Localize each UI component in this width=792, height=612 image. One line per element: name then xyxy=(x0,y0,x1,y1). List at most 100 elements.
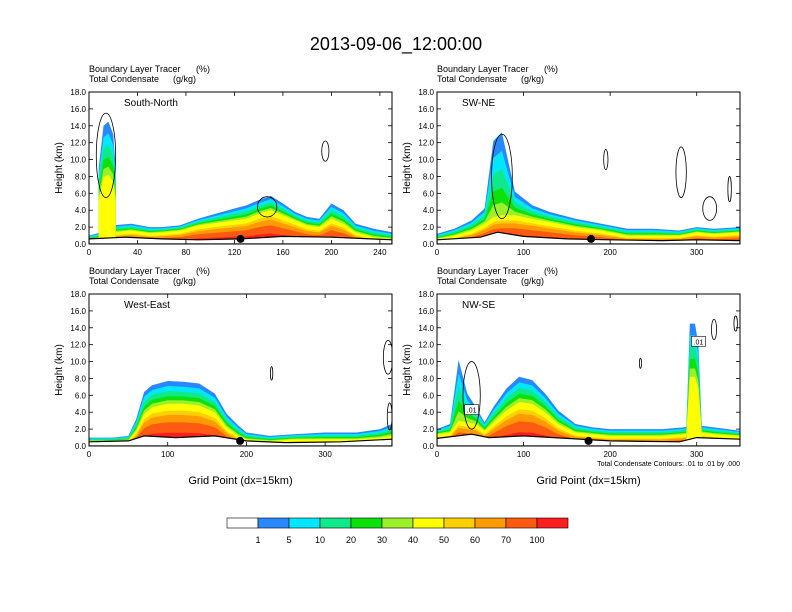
y-tick-label: 8.0 xyxy=(75,172,87,181)
y-tick-label: 10.0 xyxy=(70,156,86,165)
label-var1: Boundary Layer Tracer xyxy=(437,266,529,276)
y-tick-label: 16.0 xyxy=(418,105,434,114)
x-tick-label: 300 xyxy=(690,450,704,459)
y-tick-label: 18.0 xyxy=(70,290,86,299)
colorbar-swatch-10 xyxy=(536,517,569,529)
colorbar-label-2: 10 xyxy=(315,535,325,545)
label-unit2: (g/kg) xyxy=(173,276,196,286)
y-axis-label: Height (km) xyxy=(402,344,413,396)
tracer-band-0 xyxy=(89,195,392,244)
y-tick-label: 10.0 xyxy=(70,358,86,367)
y-tick-label: 4.0 xyxy=(75,408,87,417)
y-tick-label: 18.0 xyxy=(418,290,434,299)
condensate-contour-0 xyxy=(382,340,392,375)
location-marker xyxy=(584,436,593,445)
condensate-contour-0 xyxy=(462,361,481,430)
colorbar-label-3: 20 xyxy=(346,535,356,545)
label-unit2: (g/kg) xyxy=(173,74,196,84)
label-unit1: (%) xyxy=(544,266,558,276)
label-var1: Boundary Layer Tracer xyxy=(437,64,529,74)
label-unit2: (g/kg) xyxy=(521,74,544,84)
label-var2: Total Condensate xyxy=(89,74,159,84)
x-tick-label: 0 xyxy=(435,248,440,257)
label-var2: Total Condensate xyxy=(437,74,507,84)
section-title: NW-SE xyxy=(462,300,495,311)
contour-label-0: .01 xyxy=(694,339,704,346)
y-axis: 0.0 2.0 4.0 6.0 8.0 10.0 12.0 14.0 16.0 18.0 Heigh… xyxy=(54,88,392,249)
figure-title: 2013-09-06_12:00:00 xyxy=(310,34,482,55)
y-tick-label: 16.0 xyxy=(70,105,86,114)
contour-label-box-0 xyxy=(691,335,706,347)
x-axis: 0 100 200 300 Grid Point (dx=15km) xyxy=(87,294,332,487)
label-var2: Total Condensate xyxy=(437,276,507,286)
x-tick-label: 200 xyxy=(325,248,339,257)
x-tick-label: 300 xyxy=(690,248,704,257)
condensate-contour-1 xyxy=(711,318,718,341)
section-title: West-East xyxy=(124,300,170,311)
colorbar-swatch-9 xyxy=(505,517,538,529)
x-tick-label: 300 xyxy=(318,450,332,459)
condensate-contour-0 xyxy=(491,133,513,220)
label-unit1: (%) xyxy=(196,266,210,276)
y-tick-label: 2.0 xyxy=(75,223,87,232)
y-tick-label: 4.0 xyxy=(423,408,435,417)
x-tick-label: 200 xyxy=(603,248,617,257)
condensate-contour-0 xyxy=(95,112,117,198)
x-axis-label: Grid Point (dx=15km) xyxy=(188,475,292,487)
colorbar-swatch-3 xyxy=(319,517,352,529)
colorbar-label-8: 70 xyxy=(501,535,511,545)
panel-frame xyxy=(436,91,741,245)
x-tick-label: 200 xyxy=(240,450,254,459)
panel-header: Boundary Layer Tracer (%) Total Condensate… xyxy=(89,64,210,84)
x-tick-label: 240 xyxy=(373,248,387,257)
panel-frame xyxy=(436,293,741,447)
colorbar: 1 5 10 20 30 40 50 60 70 100 xyxy=(226,517,569,545)
panel-west-east: 0.0 2.0 4.0 6.0 8.0 10.0 12.0 14.0 16.0 18.0 Heigh… xyxy=(54,266,393,487)
y-axis: 0.0 2.0 4.0 6.0 8.0 10.0 12.0 14.0 16.0 18.0 Heigh… xyxy=(402,290,740,451)
colorbar-swatch-4 xyxy=(350,517,383,529)
panel-header: Boundary Layer Tracer (%) Total Condensate… xyxy=(89,266,210,286)
y-axis-label: Height (km) xyxy=(54,142,65,194)
panel-sw-ne: 0.0 2.0 4.0 6.0 8.0 10.0 12.0 14.0 16.0 18.0 Heigh… xyxy=(402,64,741,257)
label-unit2: (g/kg) xyxy=(521,276,544,286)
y-tick-label: 0.0 xyxy=(423,442,435,451)
y-tick-label: 14.0 xyxy=(418,122,434,131)
y-tick-label: 0.0 xyxy=(75,240,87,249)
panel-header: Boundary Layer Tracer (%) Total Condensate… xyxy=(437,266,558,286)
x-axis-label: Grid Point (dx=15km) xyxy=(536,475,640,487)
y-tick-label: 0.0 xyxy=(423,240,435,249)
y-tick-label: 8.0 xyxy=(423,374,435,383)
tracer-level-5 xyxy=(98,174,116,244)
panel-frame xyxy=(88,91,393,245)
condensate-contour-1 xyxy=(321,140,330,162)
x-tick-label: 0 xyxy=(87,450,92,459)
y-tick-label: 2.0 xyxy=(423,425,435,434)
y-tick-label: 8.0 xyxy=(423,172,435,181)
tracer-band-1 xyxy=(686,323,702,446)
x-tick-label: 80 xyxy=(182,248,191,257)
y-tick-label: 6.0 xyxy=(75,189,87,198)
colorbar-swatch-1 xyxy=(257,517,290,529)
panels: 0.0 2.0 4.0 6.0 8.0 10.0 12.0 14.0 16.0 18.0 Heigh… xyxy=(54,64,741,487)
colorbar-swatch-6 xyxy=(412,517,445,529)
label-unit1: (%) xyxy=(196,64,210,74)
tracer-band-0 xyxy=(89,381,392,446)
y-tick-label: 2.0 xyxy=(423,223,435,232)
label-unit1: (%) xyxy=(544,64,558,74)
plot-area xyxy=(437,132,740,244)
panel-frame xyxy=(88,293,393,447)
y-tick-label: 4.0 xyxy=(75,206,87,215)
y-tick-label: 14.0 xyxy=(418,324,434,333)
section-title: SW-NE xyxy=(462,98,495,109)
colorbar-label-5: 40 xyxy=(408,535,418,545)
y-tick-label: 6.0 xyxy=(75,391,87,400)
location-marker xyxy=(236,234,245,243)
colorbar-label-9: 100 xyxy=(529,535,544,545)
colorbar-swatch-8 xyxy=(474,517,507,529)
x-tick-label: 100 xyxy=(161,450,175,459)
x-tick-label: 100 xyxy=(517,450,531,459)
panel-south-north: 0.0 2.0 4.0 6.0 8.0 10.0 12.0 14.0 16.0 18.0 Heigh… xyxy=(54,64,393,257)
colorbar-swatch-5 xyxy=(381,517,414,529)
y-tick-label: 8.0 xyxy=(75,374,87,383)
label-var2: Total Condensate xyxy=(89,276,159,286)
